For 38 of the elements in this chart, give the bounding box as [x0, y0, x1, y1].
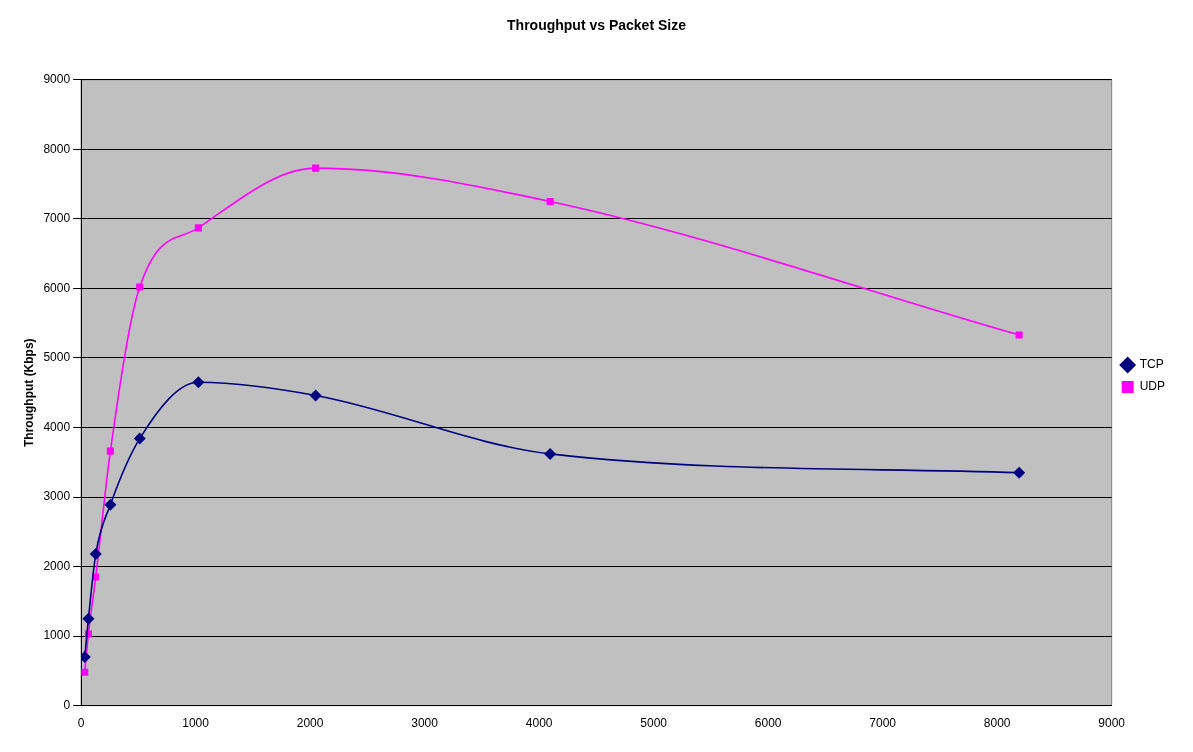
- x-tick-label: 1000: [182, 716, 210, 731]
- y-tick-label: 1000: [43, 628, 71, 643]
- point: [194, 224, 202, 232]
- legend-label: TCP: [1139, 357, 1164, 372]
- y-tick-label: 8000: [43, 141, 71, 156]
- point: [82, 612, 95, 625]
- x-tick-label: 5000: [640, 716, 668, 731]
- legend-label: UDP: [1139, 379, 1166, 394]
- y-tick-label: 4000: [43, 419, 71, 434]
- point: [309, 389, 322, 402]
- chart-title: Throughput vs Packet Size: [507, 17, 687, 34]
- point: [1015, 331, 1023, 339]
- y-tick-label: 9000: [43, 72, 71, 87]
- y-tick-label: 2000: [43, 558, 71, 573]
- point: [106, 447, 114, 455]
- point: [1013, 466, 1026, 479]
- x-tick-label: 7000: [869, 716, 897, 731]
- y-tick-label: 3000: [43, 489, 71, 504]
- x-tick-label: 6000: [754, 716, 782, 731]
- y-tick-label: 7000: [43, 211, 71, 226]
- x-tick-label: 3000: [411, 716, 439, 731]
- point: [133, 432, 146, 445]
- point: [544, 447, 557, 460]
- x-tick-label: 4000: [525, 716, 553, 731]
- y-tick-label: 0: [63, 697, 71, 712]
- point: [546, 197, 554, 206]
- y-tick-label: 5000: [43, 350, 71, 365]
- x-tick-label: 8000: [983, 716, 1011, 731]
- point: [89, 548, 102, 561]
- point: [192, 376, 205, 389]
- point: [136, 283, 144, 291]
- x-tick-label: 9000: [1098, 716, 1126, 731]
- point: [312, 164, 320, 172]
- point: [104, 498, 117, 511]
- y-tick-label: 6000: [43, 280, 71, 295]
- y-axis-title: Throughput (Kbps): [21, 338, 36, 448]
- x-tick-label: 0: [77, 716, 85, 731]
- x-tick-label: 2000: [296, 716, 324, 731]
